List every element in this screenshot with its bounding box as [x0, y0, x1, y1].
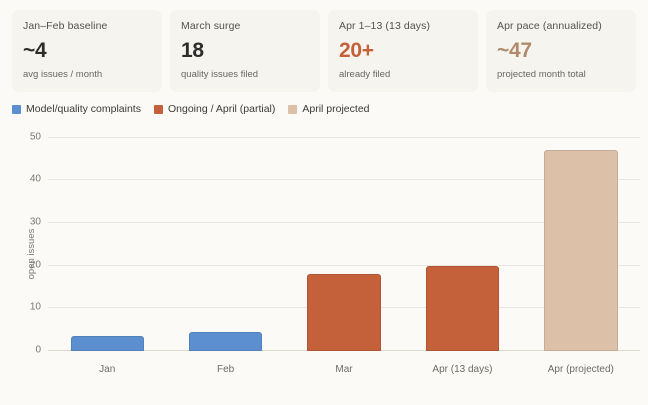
kpi-card-title: Apr pace (annualized) [497, 20, 602, 32]
legend-item-complaints: Model/quality complaints [12, 103, 141, 115]
gridline: 40 [30, 174, 640, 185]
legend-swatch-icon [288, 104, 298, 114]
kpi-card-april-partial: Apr 1–13 (13 days) 20+ already filed [328, 10, 478, 92]
kpi-card-subtitle: already filed [339, 69, 391, 80]
bar-slot: Feb [166, 129, 284, 375]
bar-chart: open issues 0 10 20 30 40 50 Jan Feb Mar Apr (13… [0, 123, 648, 385]
kpi-card-value: 20+ [339, 39, 374, 62]
legend-item-projected: April projected [288, 103, 370, 115]
bar[interactable] [307, 274, 381, 351]
x-axis-tick: Feb [216, 364, 235, 375]
gridline: 50 [30, 131, 640, 142]
bar-group: Jan Feb Mar Apr (13 days) Apr (projected) [48, 129, 640, 375]
legend-item-label: Ongoing / April (partial) [167, 103, 276, 115]
bar[interactable] [425, 265, 500, 351]
kpi-card-row: Jan–Feb baseline ~4 avg issues / month M… [0, 0, 648, 92]
bar-slot: Mar [285, 129, 403, 375]
chart-legend: Model/quality complaints Ongoing / April… [0, 92, 648, 115]
kpi-card-march-surge: March surge 18 quality issues filed [170, 10, 320, 92]
bar-slot: Jan [48, 129, 166, 375]
y-axis-tick: 20 [29, 259, 41, 271]
gridline: 20 [30, 259, 640, 270]
gridline: 30 [30, 216, 640, 227]
x-axis-tick: Jan [99, 364, 116, 375]
x-axis-tick: Apr (projected) [547, 364, 614, 375]
bar[interactable] [188, 331, 263, 351]
y-axis-label: open issues [25, 228, 37, 280]
x-axis-tick: Apr (13 days) [432, 364, 493, 375]
kpi-card-value: ~4 [23, 39, 47, 62]
legend-swatch-icon [12, 104, 21, 114]
bar[interactable] [544, 150, 618, 351]
bar-slot: Apr (13 days) [403, 129, 521, 375]
kpi-card-subtitle: projected month total [497, 69, 586, 80]
kpi-card-value: ~47 [497, 39, 532, 62]
plot-area: 0 10 20 30 40 50 Jan Feb Mar Apr (13 days) Apr (p… [30, 129, 640, 375]
legend-item-label: April projected [302, 103, 370, 115]
kpi-card-value: 18 [181, 39, 204, 62]
kpi-card-title: March surge [181, 20, 241, 32]
x-axis-tick: Mar [335, 364, 353, 375]
legend-swatch-icon [153, 104, 163, 114]
bar[interactable] [70, 336, 144, 351]
legend-item-ongoing: Ongoing / April (partial) [153, 103, 276, 115]
kpi-card-subtitle: avg issues / month [23, 69, 103, 80]
y-axis-tick: 50 [29, 131, 41, 143]
kpi-card-subtitle: quality issues filed [181, 69, 259, 80]
kpi-card-title: Jan–Feb baseline [23, 20, 108, 32]
bar-slot: Apr (projected) [522, 129, 640, 375]
y-axis-tick: 10 [29, 301, 41, 313]
kpi-card-title: Apr 1–13 (13 days) [339, 20, 431, 32]
y-axis-tick: 40 [29, 173, 41, 185]
kpi-card-april-pace: Apr pace (annualized) ~47 projected mont… [486, 10, 636, 92]
legend-item-label: Model/quality complaints [26, 103, 141, 115]
y-axis-tick: 0 [35, 344, 41, 356]
kpi-card-baseline: Jan–Feb baseline ~4 avg issues / month [12, 10, 162, 92]
y-axis-tick: 30 [29, 216, 41, 228]
